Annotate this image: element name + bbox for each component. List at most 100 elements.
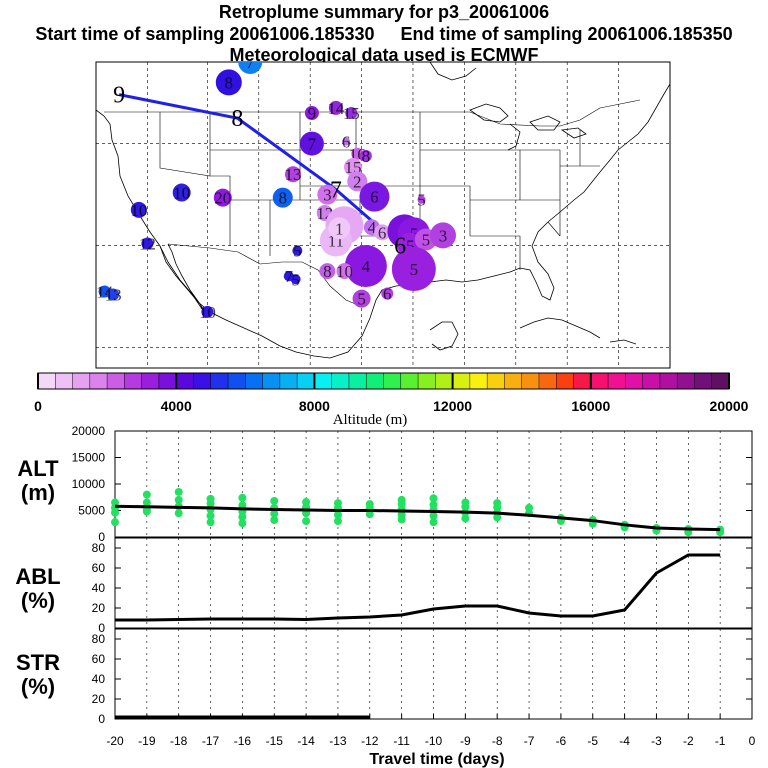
colorbar-swatch xyxy=(711,373,730,389)
altitude-median-line xyxy=(114,504,721,532)
y-tick-label: 20000 xyxy=(72,424,106,438)
colorbar-swatch xyxy=(659,373,678,389)
altitude-point xyxy=(270,509,279,518)
plume-marker xyxy=(285,166,302,183)
x-tick-label: -11 xyxy=(393,734,410,748)
plume-marker xyxy=(359,181,390,212)
colorbar-tick-label: 4000 xyxy=(161,398,192,414)
plume-marker-label: 12 xyxy=(139,235,156,254)
map-frame xyxy=(95,61,671,369)
colorbar-swatch xyxy=(590,373,609,389)
gulf-coast xyxy=(329,221,555,359)
map-panel: 7891415761681513236510208101231114645553… xyxy=(95,53,671,369)
colorbar-swatch xyxy=(245,373,264,389)
plume-marker-label: 7 xyxy=(285,267,294,286)
panel-frame xyxy=(114,537,753,629)
trajectory-line xyxy=(118,93,402,247)
altitude-point xyxy=(206,511,215,520)
plume-marker-label: 13 xyxy=(105,286,122,305)
plume-marker xyxy=(345,107,358,119)
altitude-point xyxy=(270,516,279,525)
plume-marker-label: 1 xyxy=(335,219,344,238)
colorbar-tick-label: 16000 xyxy=(571,398,610,414)
alt-panel: 0 5000 10000 15000 20000 xyxy=(72,424,753,544)
abl-unit: (%) xyxy=(21,588,55,613)
colorbar-swatch xyxy=(228,373,246,389)
colorbar-swatch xyxy=(521,373,540,389)
plume-marker xyxy=(290,274,301,285)
plume-marker-label: 10 xyxy=(336,262,353,281)
plume-marker-label: 7 xyxy=(308,135,317,154)
colorbar-swatch xyxy=(642,373,661,389)
plume-marker xyxy=(347,171,368,192)
hispaniola xyxy=(609,339,637,345)
altitude-point xyxy=(142,507,151,516)
x-tick-label: -17 xyxy=(202,734,220,748)
colorbar-swatch xyxy=(262,373,281,389)
plume-marker xyxy=(374,224,391,241)
plume-marker xyxy=(328,100,343,115)
colorbar-swatch xyxy=(38,373,56,389)
sampling-times: Start time of sampling 20061006.185330 En… xyxy=(0,24,768,44)
plume-marker-label: 8 xyxy=(225,73,234,92)
x-tick-label: -15 xyxy=(266,734,284,748)
coastlines xyxy=(96,62,670,359)
plume-marker-label: 5 xyxy=(293,242,302,261)
series-line xyxy=(115,553,721,622)
plume-marker-label: 8 xyxy=(279,189,288,208)
colorbar-swatch xyxy=(124,373,143,389)
plume-marker xyxy=(292,245,303,256)
altitude-point xyxy=(238,512,247,521)
colorbar-swatch xyxy=(469,373,488,389)
altitude-point xyxy=(397,515,406,524)
plume-marker xyxy=(344,245,387,287)
plume-marker-label: 7 xyxy=(246,53,255,72)
colorbar-swatch xyxy=(504,373,523,389)
plume-marker xyxy=(107,288,120,301)
x-tick-label: -3 xyxy=(651,734,662,748)
alt-label: ALT xyxy=(17,456,59,481)
colorbar-swatch xyxy=(314,373,333,389)
plume-marker xyxy=(381,287,394,300)
colorbar-swatch xyxy=(694,373,713,389)
colorbar-swatch xyxy=(418,373,436,389)
altitude-colorbar: 0 4000 8000 12000 16000 20000 xyxy=(34,372,749,414)
x-tick-label: -5 xyxy=(587,734,598,748)
altitude-point xyxy=(461,502,470,511)
plume-marker-label: 5 xyxy=(422,230,431,249)
altitude-point xyxy=(333,517,342,526)
altitude-point xyxy=(493,513,502,522)
plume-marker-label: 5 xyxy=(291,270,300,289)
colorbar-swatch xyxy=(279,373,298,389)
colorbar-swatch xyxy=(608,373,626,389)
plume-markers: 7891415761681513236510208101231114645553… xyxy=(96,53,456,322)
y-tick-label: 5000 xyxy=(78,504,105,518)
plume-marker-label: 15 xyxy=(343,104,360,123)
plume-marker xyxy=(319,263,336,280)
colorbar-swatch xyxy=(677,373,695,389)
x-tick-label: -9 xyxy=(460,734,471,748)
plume-marker-label: 5 xyxy=(410,260,419,279)
altitude-point xyxy=(365,510,374,519)
colorbar-tick-label: 20000 xyxy=(710,398,749,414)
panel-labels: ALT (m) ABL (%) STR (%) xyxy=(15,456,60,699)
x-tick-label: -1 xyxy=(715,734,726,748)
atlantic-coast xyxy=(547,83,670,223)
colorbar-swatch xyxy=(573,373,592,389)
colorbar-swatch xyxy=(72,373,91,389)
x-tick-label: -16 xyxy=(234,734,252,748)
plume-marker-label: 6 xyxy=(342,133,351,152)
plume-marker xyxy=(359,149,372,162)
x-tick-label: -14 xyxy=(297,734,315,748)
plume-marker xyxy=(130,201,147,218)
x-tick-label: -20 xyxy=(106,734,124,748)
panel-frame xyxy=(114,628,753,720)
altitude-point xyxy=(333,510,342,519)
y-tick-label: 15000 xyxy=(72,451,106,465)
colorbar-swatch xyxy=(487,373,505,389)
x-tick-label: -18 xyxy=(170,734,188,748)
plume-marker xyxy=(317,184,338,205)
plume-marker-label: 5 xyxy=(406,237,415,256)
start-time: Start time of sampling 20061006.185330 xyxy=(35,24,375,44)
